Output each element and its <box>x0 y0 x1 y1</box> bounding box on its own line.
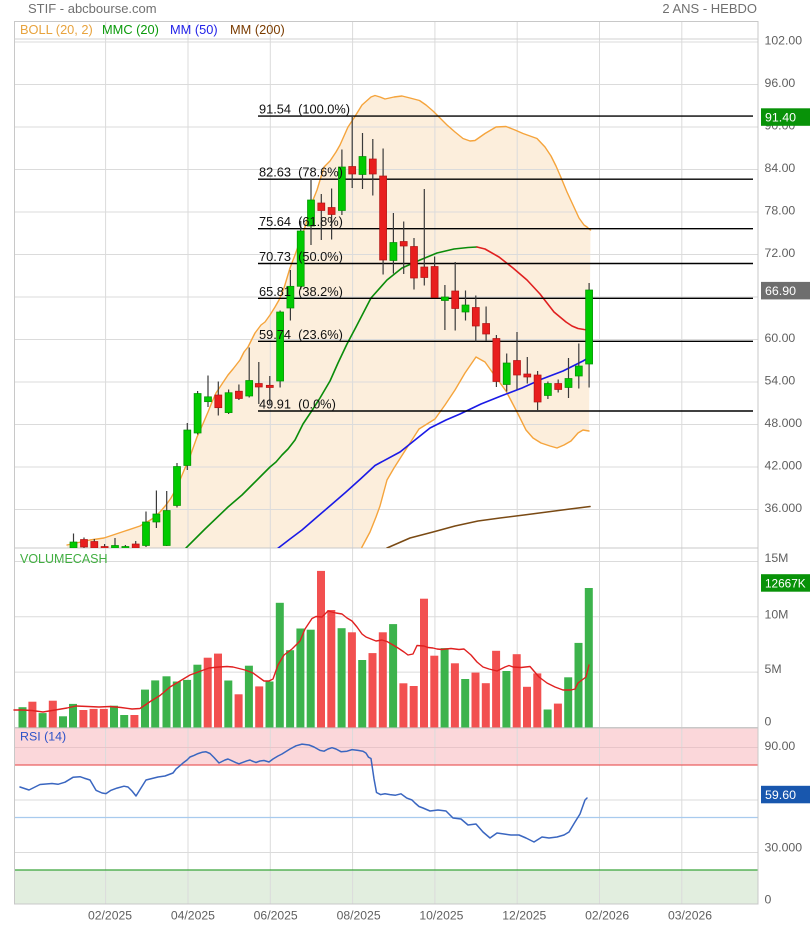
svg-text:10/2025: 10/2025 <box>419 909 463 923</box>
svg-text:59.60: 59.60 <box>765 788 796 802</box>
svg-text:MM (200): MM (200) <box>230 22 285 37</box>
svg-text:12/2025: 12/2025 <box>502 909 546 923</box>
svg-text:12667K: 12667K <box>765 576 806 590</box>
svg-text:5M: 5M <box>765 662 782 676</box>
svg-text:90.00: 90.00 <box>765 739 796 753</box>
svg-text:08/2025: 08/2025 <box>337 909 381 923</box>
svg-text:96.00: 96.00 <box>765 76 796 90</box>
svg-text:60.00: 60.00 <box>765 331 796 345</box>
svg-text:06/2025: 06/2025 <box>254 909 298 923</box>
svg-text:15M: 15M <box>765 551 789 565</box>
svg-text:82.63 (78.6%): 82.63 (78.6%) <box>259 165 343 180</box>
svg-text:42.000: 42.000 <box>765 458 803 472</box>
svg-text:02/2025: 02/2025 <box>88 909 132 923</box>
svg-text:MM (50): MM (50) <box>170 22 218 37</box>
svg-text:75.64 (61.8%): 75.64 (61.8%) <box>259 214 343 229</box>
svg-text:91.54 (100.0%): 91.54 (100.0%) <box>259 102 350 117</box>
svg-text:MMC (20): MMC (20) <box>102 22 159 37</box>
svg-text:BOLL (20, 2): BOLL (20, 2) <box>20 22 93 37</box>
svg-text:72.00: 72.00 <box>765 246 796 260</box>
svg-text:70.73 (50.0%): 70.73 (50.0%) <box>259 249 343 264</box>
svg-text:59.74 (23.6%): 59.74 (23.6%) <box>259 327 343 342</box>
svg-text:54.00: 54.00 <box>765 373 796 387</box>
svg-text:04/2025: 04/2025 <box>171 909 215 923</box>
svg-text:0: 0 <box>765 892 772 906</box>
svg-text:48.000: 48.000 <box>765 416 803 430</box>
svg-text:65.81 (38.2%): 65.81 (38.2%) <box>259 284 343 299</box>
svg-text:36.000: 36.000 <box>765 501 803 515</box>
svg-text:102.00: 102.00 <box>765 33 803 47</box>
svg-text:30.000: 30.000 <box>765 841 803 855</box>
svg-text:STIF - abcbourse.com: STIF - abcbourse.com <box>28 1 157 16</box>
svg-text:49.91 (0.0%): 49.91 (0.0%) <box>259 397 336 412</box>
svg-text:2 ANS - HEBDO: 2 ANS - HEBDO <box>662 1 757 16</box>
svg-text:66.90: 66.90 <box>765 284 796 298</box>
svg-text:91.40: 91.40 <box>765 110 796 124</box>
svg-text:0: 0 <box>765 714 772 728</box>
svg-text:RSI (14): RSI (14) <box>20 730 66 744</box>
svg-text:VOLUMECASH: VOLUMECASH <box>20 552 108 566</box>
svg-text:03/2026: 03/2026 <box>668 909 712 923</box>
svg-text:02/2026: 02/2026 <box>585 909 629 923</box>
svg-text:84.00: 84.00 <box>765 161 796 175</box>
svg-text:78.00: 78.00 <box>765 203 796 217</box>
svg-text:10M: 10M <box>765 607 789 621</box>
